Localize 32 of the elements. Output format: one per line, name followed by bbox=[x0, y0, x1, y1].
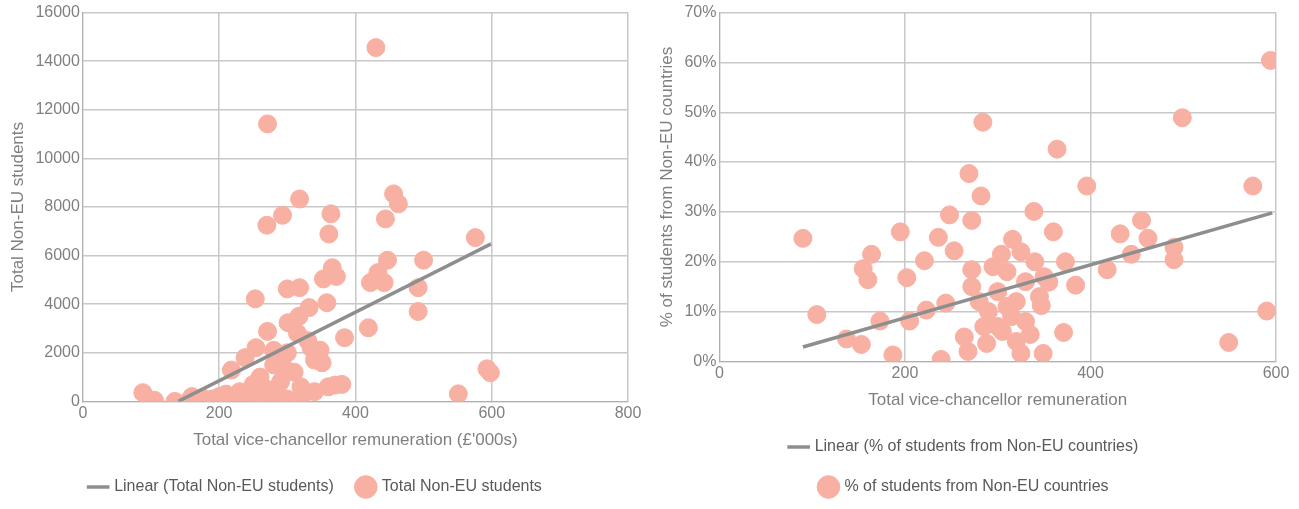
x-tick-label: 200 bbox=[205, 404, 233, 422]
x-axis-title: Total vice-chancellor remuneration (£'000s) bbox=[193, 430, 518, 450]
y-tick-label: 14000 bbox=[35, 51, 80, 69]
x-tick-label: 600 bbox=[1262, 364, 1290, 382]
y-tick-label: 0% bbox=[693, 351, 717, 369]
legend-label: Total Non-EU students bbox=[381, 477, 542, 495]
legend-label: Linear (% of students from Non-EU countries) bbox=[814, 437, 1139, 455]
x-tick-label: 400 bbox=[342, 404, 369, 422]
y-tick-label: 0 bbox=[70, 391, 80, 409]
y-tick-label: 20% bbox=[684, 252, 717, 270]
y-tick-label: 10% bbox=[684, 301, 717, 319]
y-tick-label: 16000 bbox=[35, 3, 80, 21]
x-tick-label: 600 bbox=[478, 404, 506, 422]
y-tick-label: 50% bbox=[684, 102, 717, 120]
y-tick-label: 70% bbox=[684, 3, 717, 21]
x-tick-label: 200 bbox=[891, 364, 919, 382]
x-tick-label: 400 bbox=[1077, 364, 1104, 382]
y-tick-label: 8000 bbox=[44, 197, 80, 215]
y-axis-title: Total Non-EU students bbox=[7, 121, 27, 293]
y-tick-label: 60% bbox=[684, 52, 717, 70]
y-tick-label: 6000 bbox=[44, 246, 80, 264]
legend-label: Linear (Total Non-EU students) bbox=[114, 477, 334, 495]
legend-label: % of students from Non-EU countries bbox=[844, 477, 1109, 495]
y-tick-label: 2000 bbox=[44, 343, 80, 361]
y-tick-label: 4000 bbox=[44, 294, 80, 312]
x-tick-label: 800 bbox=[614, 404, 642, 422]
y-tick-label: 30% bbox=[684, 202, 717, 220]
y-axis-title: % of students from Non-EU countries bbox=[656, 46, 676, 328]
y-tick-label: 12000 bbox=[35, 100, 80, 118]
x-axis-title: Total vice-chancellor remuneration bbox=[868, 390, 1128, 410]
y-tick-label: 40% bbox=[684, 152, 717, 170]
y-tick-label: 10000 bbox=[35, 148, 80, 166]
